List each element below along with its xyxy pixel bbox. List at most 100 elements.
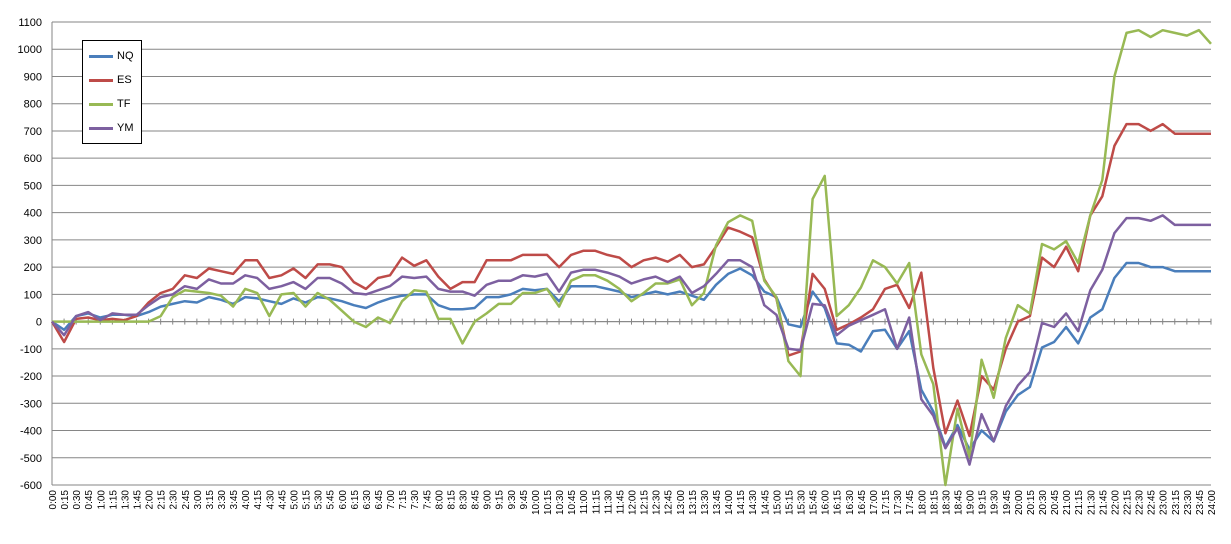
x-tick-label: 18:30 <box>941 490 952 515</box>
x-tick-label: 14:45 <box>760 490 771 515</box>
legend-swatch-es <box>89 78 113 82</box>
x-tick-label: 2:45 <box>181 490 192 510</box>
y-tick-label: -200 <box>20 371 42 383</box>
x-tick-label: 20:45 <box>1050 490 1061 515</box>
legend-swatch-nq <box>89 54 113 58</box>
x-tick-label: 9:30 <box>507 490 518 510</box>
x-tick-label: 9:15 <box>495 490 506 510</box>
x-tick-label: 4:00 <box>241 490 252 510</box>
x-tick-label: 13:00 <box>676 490 687 515</box>
series-line-es <box>50 122 1211 438</box>
x-tick-label: 17:00 <box>869 490 880 515</box>
y-tick-label: 600 <box>24 153 42 165</box>
x-tick-label: 15:30 <box>797 490 808 515</box>
x-tick-label: 12:00 <box>628 490 639 515</box>
x-tick-label: 16:15 <box>833 490 844 515</box>
x-tick-label: 20:30 <box>1038 490 1049 515</box>
x-tick-label: 15:45 <box>809 490 820 515</box>
series-line-tf <box>52 28 1212 487</box>
x-tick-label: 21:15 <box>1074 490 1085 515</box>
y-tick-label: 200 <box>24 262 42 274</box>
x-tick-label: 8:30 <box>458 490 469 510</box>
x-tick-label: 10:15 <box>543 490 554 515</box>
y-tick-label: 900 <box>24 71 42 83</box>
x-tick-label: 18:15 <box>929 490 940 515</box>
y-tick-label: 800 <box>24 99 42 111</box>
y-tick-label: 100 <box>24 289 42 301</box>
y-tick-label: 1100 <box>18 17 42 29</box>
legend-swatch-ym <box>89 126 113 130</box>
x-tick-label: 0:00 <box>48 490 59 510</box>
x-tick-label: 3:00 <box>193 490 204 510</box>
legend-label-nq: NQ <box>117 50 134 62</box>
x-tick-label: 19:00 <box>966 490 977 515</box>
x-tick-label: 11:00 <box>579 490 590 515</box>
y-tick-label: -400 <box>20 426 42 438</box>
x-tick-label: 21:30 <box>1086 490 1097 515</box>
x-tick-label: 2:15 <box>157 490 168 510</box>
x-tick-label: 1:15 <box>108 490 119 510</box>
x-tick-label: 8:45 <box>471 490 482 510</box>
x-tick-label: 6:45 <box>374 490 385 510</box>
x-tick-label: 21:00 <box>1062 490 1073 515</box>
axes <box>51 22 1212 485</box>
legend-item-nq: NQ <box>89 49 134 63</box>
x-tick-label: 16:00 <box>821 490 832 515</box>
gridlines <box>52 21 1211 486</box>
x-tick-label: 22:15 <box>1122 490 1133 515</box>
y-tick-label: 400 <box>24 208 42 220</box>
x-tick-label: 10:00 <box>531 490 542 515</box>
x-tick-label: 7:30 <box>410 490 421 510</box>
x-tick-label: 24:00 <box>1207 490 1218 515</box>
x-tick-label: 3:15 <box>205 490 216 510</box>
x-tick-label: 11:15 <box>591 490 602 515</box>
x-tick-label: 22:45 <box>1147 490 1158 515</box>
x-tick-label: 4:15 <box>253 490 264 510</box>
x-tick-label: 9:45 <box>519 490 530 510</box>
x-tick-label: 7:00 <box>386 490 397 510</box>
x-tick-label: 5:45 <box>326 490 337 510</box>
x-tick-label: 12:30 <box>652 490 663 515</box>
x-tick-label: 9:00 <box>483 490 494 510</box>
x-tick-label: 0:15 <box>60 490 71 510</box>
x-tick-label: 15:00 <box>772 490 783 515</box>
legend-label-tf: TF <box>117 98 131 110</box>
legend: NQ ES TF YM <box>82 40 142 144</box>
legend-item-es: ES <box>89 73 132 87</box>
x-tick-label: 18:00 <box>917 490 928 515</box>
x-tick-label: 4:30 <box>265 490 276 510</box>
x-tick-label: 20:00 <box>1014 490 1025 515</box>
x-tick-label: 17:30 <box>893 490 904 515</box>
x-tick-label: 19:30 <box>990 490 1001 515</box>
y-tick-label: 0 <box>36 317 42 329</box>
legend-item-tf: TF <box>89 97 130 111</box>
y-tick-label: -300 <box>20 398 42 410</box>
x-tick-label: 16:45 <box>857 490 868 515</box>
x-tick-label: 14:30 <box>748 490 759 515</box>
y-tick-labels: -600 -500 -400 -300 -200 -100 0 100 200 300 400 500… <box>18 17 42 492</box>
series-line-nq <box>51 261 1211 451</box>
x-tick-label: 23:30 <box>1183 490 1194 515</box>
x-tick-label: 7:15 <box>398 490 409 510</box>
x-tick-label: 12:45 <box>664 490 675 515</box>
legend-label-ym: YM <box>117 122 134 134</box>
x-tick-label: 4:45 <box>277 490 288 510</box>
x-tick-label: 0:30 <box>72 490 83 510</box>
x-tick-label: 21:45 <box>1098 490 1109 515</box>
x-tick-label: 12:15 <box>640 490 651 515</box>
x-tick-label: 1:45 <box>133 490 144 510</box>
x-tick-label: 17:45 <box>905 490 916 515</box>
x-tick-label: 15:15 <box>784 490 795 515</box>
x-tick-label: 0:45 <box>84 490 95 510</box>
series-lines <box>50 28 1212 487</box>
x-tick-label: 22:30 <box>1135 490 1146 515</box>
x-tick-label: 16:30 <box>845 490 856 515</box>
x-tick-label: 11:30 <box>603 490 614 515</box>
y-tick-label: 1000 <box>18 44 42 56</box>
x-tick-label: 8:00 <box>434 490 445 510</box>
x-tick-label: 22:00 <box>1110 490 1121 515</box>
x-tick-label: 1:30 <box>120 490 131 510</box>
x-tick-label: 14:00 <box>724 490 735 515</box>
x-tick-label: 17:15 <box>881 490 892 515</box>
